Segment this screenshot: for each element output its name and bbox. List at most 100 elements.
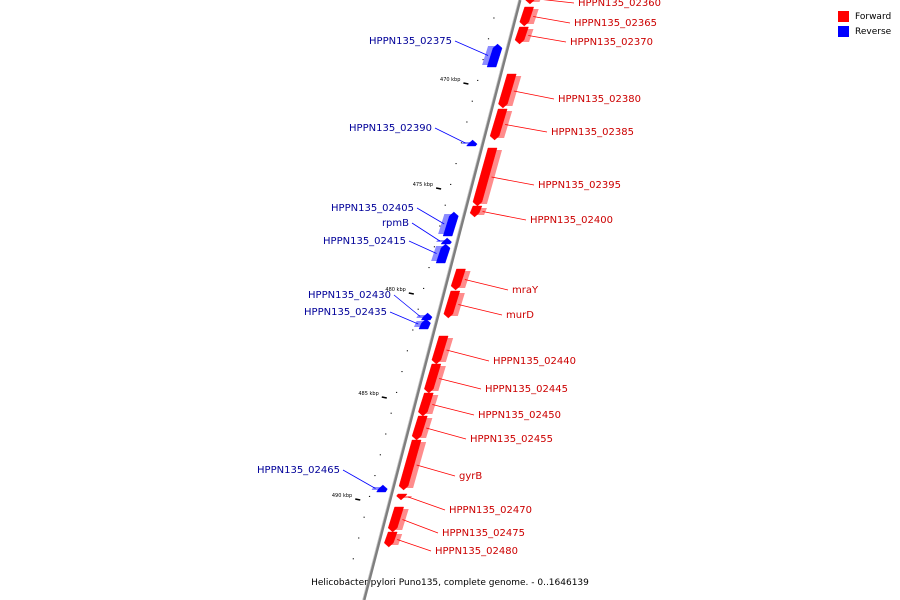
gene-body	[431, 335, 449, 365]
gene-label: HPPN135_02395	[538, 180, 621, 191]
leader-line	[411, 222, 441, 242]
gene-label: HPPN135_02360	[578, 0, 661, 9]
gene-HPPN135_02465	[371, 484, 388, 493]
gene-body	[519, 6, 534, 27]
gene-label: HPPN135_02415	[323, 236, 406, 247]
gene-HPPN135_02435	[413, 318, 431, 330]
leader-line	[342, 469, 376, 489]
gene-label: HPPN135_02375	[369, 36, 452, 47]
gene-label: HPPN135_02455	[470, 434, 553, 445]
gene-HPPN135_02450	[418, 392, 439, 417]
gene-label: HPPN135_02370	[570, 37, 653, 48]
gene-body	[450, 268, 466, 291]
gene-body	[472, 147, 498, 207]
leader-line	[432, 404, 475, 416]
gene-label: HPPN135_02405	[331, 203, 414, 214]
gene-label: HPPN135_02480	[435, 546, 518, 557]
gene-body	[387, 506, 404, 533]
legend-label-reverse: Reverse	[855, 26, 892, 37]
reverse-swatch	[838, 26, 849, 37]
leader-line	[454, 40, 489, 56]
major-tick	[408, 292, 414, 295]
backbone-layer	[362, 0, 522, 600]
leader-line	[402, 519, 439, 534]
leader-line	[438, 378, 482, 390]
forward-swatch	[838, 11, 849, 22]
gene-body	[514, 26, 529, 45]
gene-body	[498, 73, 517, 109]
leader-line	[491, 176, 535, 186]
gene-label: HPPN135_02450	[478, 410, 561, 421]
legend-label-forward: Forward	[855, 11, 892, 22]
gene-HPPN135_02360	[525, 0, 541, 5]
gene-HPPN135_02455	[411, 415, 433, 441]
gene-HPPN135_02375	[482, 43, 503, 68]
gene-body	[489, 108, 508, 141]
gene-HPPN135_02470	[396, 493, 413, 501]
gene-label: HPPN135_02475	[442, 528, 525, 539]
gene-HPPN135_02475	[387, 506, 409, 533]
gene-rpmB	[436, 237, 452, 245]
leader-line	[482, 211, 527, 221]
gene-label: HPPN135_02465	[257, 465, 340, 476]
leader-line	[528, 35, 567, 43]
gene-body	[418, 392, 434, 417]
gene-HPPN135_02405	[438, 211, 459, 237]
gene-label: HPPN135_02430	[308, 290, 391, 301]
gene-body	[424, 363, 442, 394]
leader-line	[393, 294, 421, 317]
gene-HPPN135_02480	[384, 531, 403, 548]
gene-HPPN135_02385	[489, 108, 513, 141]
leader-line	[426, 427, 467, 440]
gene-body	[398, 439, 422, 491]
tick-label: 475 kbp	[413, 182, 433, 188]
gene-gyrB	[398, 439, 427, 491]
major-tick	[381, 396, 387, 399]
gene-mraY	[450, 268, 471, 291]
gene-HPPN135_02370	[514, 26, 534, 45]
leader-line	[434, 127, 466, 144]
leader-line	[408, 496, 446, 511]
leader-line	[416, 207, 445, 225]
gene-body	[525, 0, 535, 5]
gene-HPPN135_02395	[472, 147, 503, 207]
tick-label: 485 kbp	[358, 391, 378, 397]
genome-backbone	[362, 0, 522, 600]
gene-label: murD	[506, 310, 534, 321]
leader-line	[533, 16, 571, 24]
gene-HPPN135_02440	[431, 335, 454, 365]
gene-label: HPPN135_02385	[551, 127, 634, 138]
legend-entry-forward: Forward	[838, 9, 891, 24]
legend-entry-reverse: Reverse	[838, 24, 891, 39]
gene-body	[376, 484, 388, 493]
tick-layer: 470 kbp 475 kbp 480 kbp 485 kbp 490 kbp	[332, 17, 495, 581]
gene-label: HPPN135_02440	[493, 356, 576, 367]
gene-murD	[443, 290, 465, 319]
gene-HPPN135_02400	[469, 205, 487, 218]
tick-label: 470 kbp	[440, 77, 460, 83]
leader-line	[446, 349, 490, 362]
genes-layer	[371, 0, 541, 548]
leader-line	[389, 311, 419, 325]
gene-HPPN135_02390	[461, 139, 478, 147]
gene-body	[418, 318, 431, 330]
gene-HPPN135_02415	[431, 243, 451, 264]
gene-label: gyrB	[459, 471, 482, 482]
gene-body	[469, 205, 483, 218]
labels-layer: HPPN135_02360 HPPN135_02365 HPPN135_02370 H…	[257, 0, 661, 557]
gene-label: HPPN135_02380	[558, 94, 641, 105]
gene-label: rpmB	[382, 218, 409, 229]
gene-label: HPPN135_02390	[349, 123, 432, 134]
tick-label: 490 kbp	[332, 493, 352, 499]
gene-body	[466, 139, 478, 147]
gene-label: HPPN135_02445	[485, 384, 568, 395]
gene-label: HPPN135_02470	[449, 505, 532, 516]
major-tick	[355, 498, 361, 501]
gene-body	[384, 531, 398, 548]
legend: Forward Reverse	[838, 9, 891, 39]
gene-label: mraY	[512, 285, 539, 296]
gene-body	[396, 493, 408, 501]
major-tick	[463, 82, 469, 85]
gene-body	[411, 415, 428, 441]
